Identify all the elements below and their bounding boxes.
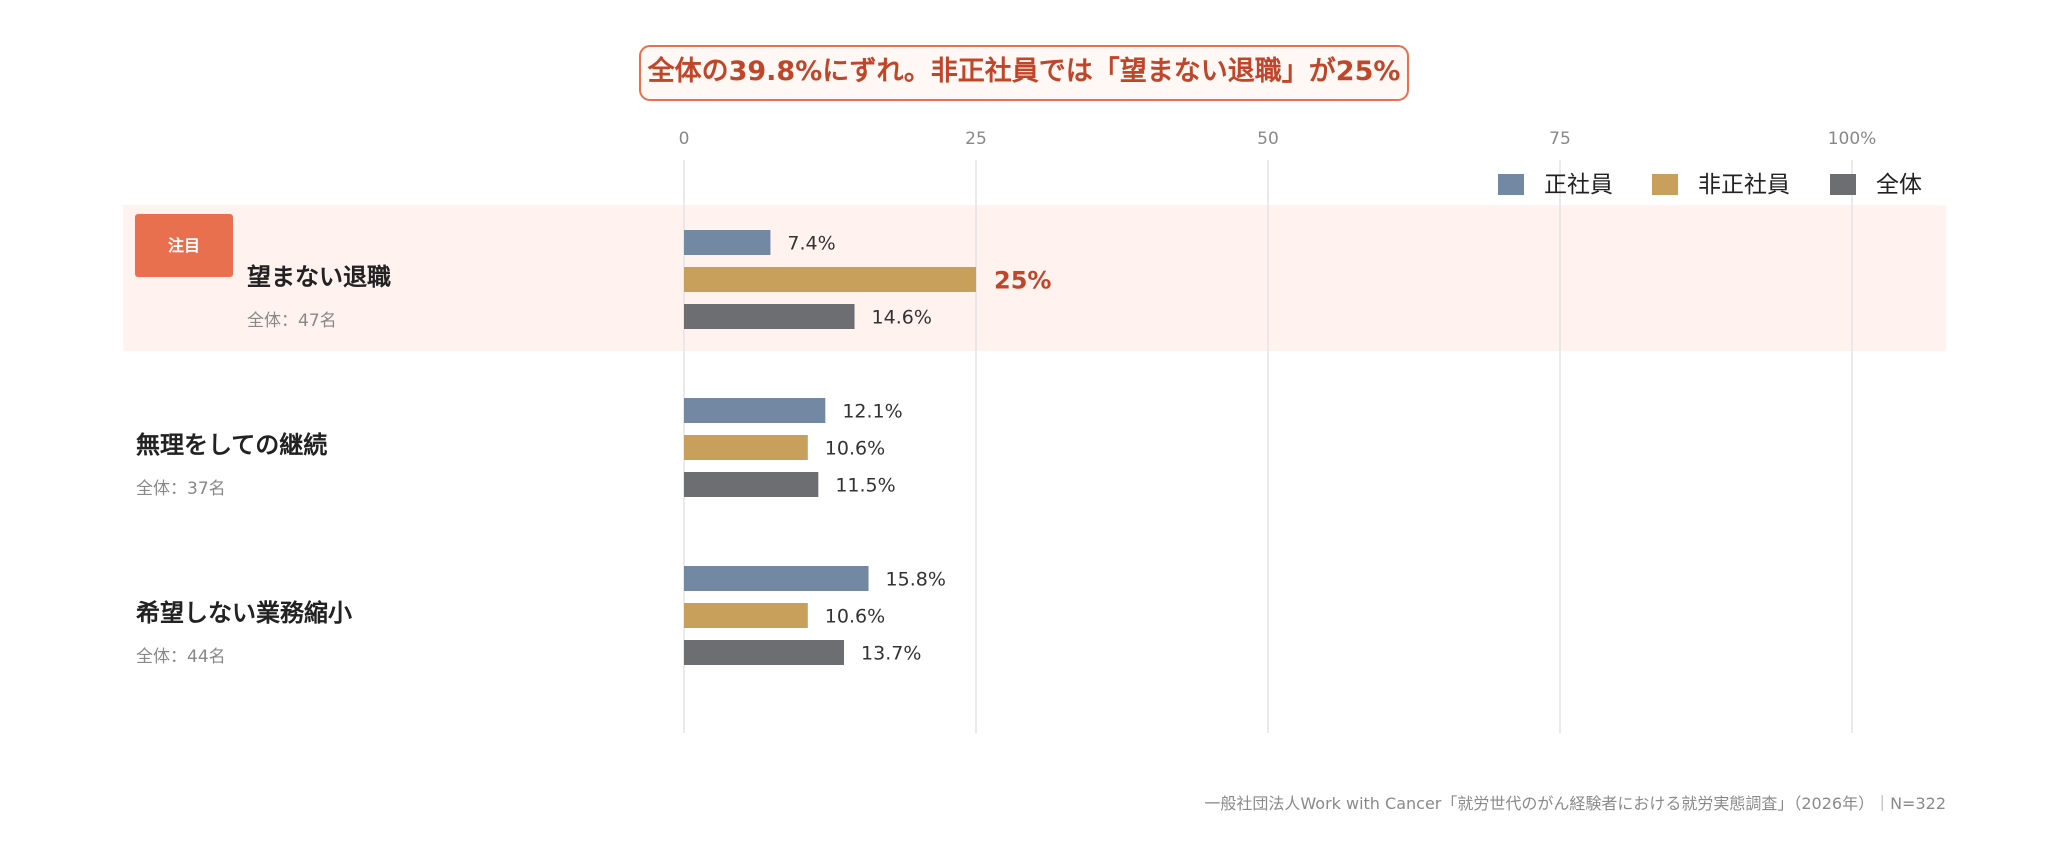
attention-badge: [135, 214, 233, 277]
category-label: 望まない退職: [247, 263, 391, 291]
bar: [684, 603, 808, 628]
category-layer: 注目望まない退職全体：47名無理をしての継続全体：37名希望しない業務縮小全体：…: [135, 214, 391, 667]
category-sub-label: 全体：47名: [247, 311, 337, 331]
x-tick-label: 75: [1549, 129, 1571, 149]
bar: [684, 398, 826, 423]
bar: [684, 230, 771, 255]
category-sub-label: 全体：44名: [136, 647, 226, 667]
legend-label: 非正社員: [1698, 172, 1790, 198]
highlight-band: [123, 205, 1946, 351]
bar: [684, 267, 976, 292]
headline-box: [639, 45, 1409, 101]
x-tick-label: 25: [965, 129, 987, 149]
legend: 全体 非正社員 正社員: [1498, 172, 1922, 198]
bar-value-label: 10.6%: [825, 606, 885, 628]
bar-value-label: 14.6%: [872, 307, 932, 329]
category-label: 希望しない業務縮小: [136, 599, 352, 627]
grid-layer: 0 25 50 75 100%: [679, 129, 1877, 733]
bar-value-label: 15.8%: [886, 569, 946, 591]
bar: [684, 304, 855, 329]
legend-swatch: [1498, 174, 1524, 195]
x-tick-label: 0: [679, 129, 690, 149]
headline-text: 全体の39.8%にずれ。非正社員では「望まない退職」が25%: [647, 55, 1401, 87]
legend-swatch: [1652, 174, 1678, 195]
bar: [684, 640, 845, 665]
legend-label: 正社員: [1544, 172, 1613, 198]
bar-value-label: 12.1%: [842, 401, 902, 423]
bar-value-label: 11.5%: [835, 475, 895, 497]
header-layer: 全体の39.8%にずれ。非正社員では「望まない退職」が25%: [639, 45, 1409, 101]
bar: [684, 566, 869, 591]
bar: [684, 435, 808, 460]
legend-label: 全体: [1876, 172, 1922, 198]
bar-value-label: 13.7%: [861, 643, 921, 665]
legend-swatch: [1830, 174, 1856, 195]
source-note: 一般社団法人Work with Cancer「就労世代のがん経験者における就労実…: [1204, 794, 1946, 813]
bar-layer: 7.4%25%14.6%12.1%10.6%11.5%15.8%10.6%13.…: [684, 230, 1051, 665]
x-tick-label: 50: [1257, 129, 1279, 149]
bar-value-label: 7.4%: [787, 233, 835, 255]
category-sub-label: 全体：37名: [136, 479, 226, 499]
bar: [684, 472, 819, 497]
attention-badge-label: 注目: [168, 236, 200, 255]
category-label: 無理をしての継続: [136, 431, 327, 459]
highlight-layer: [123, 205, 1946, 351]
bar-value-label: 25%: [994, 267, 1051, 295]
x-tick-label: 100%: [1828, 129, 1877, 149]
bar-value-label: 10.6%: [825, 438, 885, 460]
